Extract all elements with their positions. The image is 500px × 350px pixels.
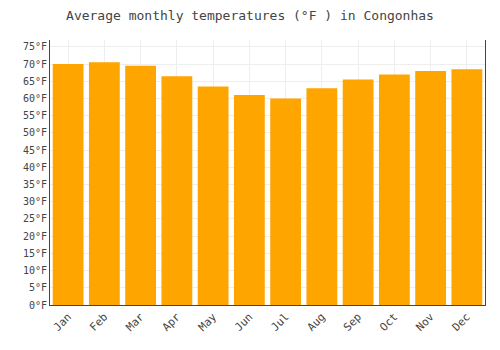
- svg-text:Dec: Dec: [450, 311, 473, 334]
- svg-text:Jun: Jun: [232, 311, 255, 334]
- svg-text:Nov: Nov: [413, 310, 437, 334]
- svg-text:Feb: Feb: [87, 311, 110, 334]
- svg-text:35°F: 35°F: [23, 179, 47, 190]
- svg-text:Jul: Jul: [268, 311, 291, 334]
- svg-text:Sep: Sep: [341, 311, 364, 334]
- svg-text:5°F: 5°F: [29, 282, 47, 293]
- svg-text:70°F: 70°F: [23, 59, 47, 70]
- svg-text:30°F: 30°F: [23, 196, 47, 207]
- svg-text:Apr: Apr: [160, 310, 184, 334]
- svg-text:65°F: 65°F: [23, 76, 47, 87]
- svg-text:50°F: 50°F: [23, 127, 47, 138]
- svg-text:Average monthly temperatures (: Average monthly temperatures (°F ) in Co…: [66, 8, 434, 23]
- svg-text:55°F: 55°F: [23, 110, 47, 121]
- svg-text:10°F: 10°F: [23, 265, 47, 276]
- svg-text:40°F: 40°F: [23, 162, 47, 173]
- svg-text:60°F: 60°F: [23, 93, 47, 104]
- svg-text:75°F: 75°F: [23, 41, 47, 52]
- svg-text:Mar: Mar: [123, 310, 147, 334]
- svg-text:Aug: Aug: [305, 311, 328, 334]
- svg-text:May: May: [196, 310, 220, 334]
- svg-text:Oct: Oct: [377, 311, 400, 334]
- svg-text:Jan: Jan: [51, 311, 74, 334]
- svg-text:45°F: 45°F: [23, 145, 47, 156]
- svg-text:25°F: 25°F: [23, 213, 47, 224]
- svg-text:0°F: 0°F: [29, 300, 47, 311]
- svg-text:15°F: 15°F: [23, 248, 47, 259]
- svg-text:20°F: 20°F: [23, 231, 47, 242]
